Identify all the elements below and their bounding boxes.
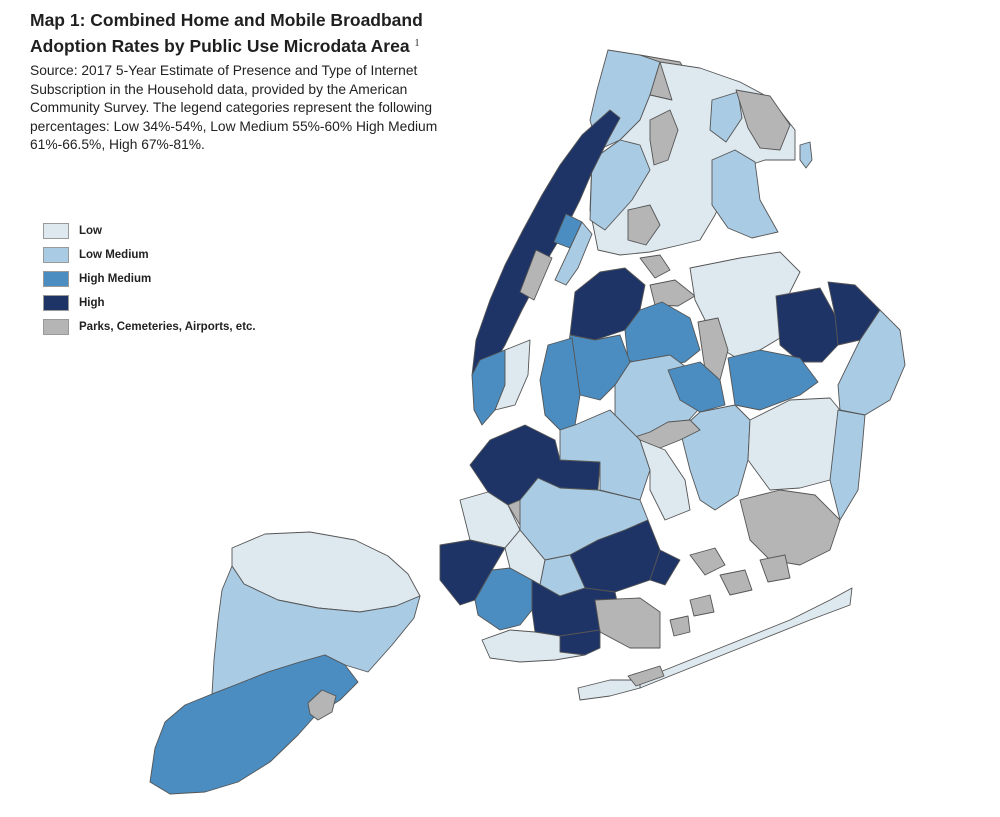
legend-label-high: High: [79, 297, 105, 309]
jamaica-bay-island-4: [689, 594, 715, 617]
brooklyn-brighton-high: [559, 629, 601, 656]
manhattan-central-park: [519, 249, 553, 301]
legend-swatch-high-medium: [43, 271, 69, 287]
jamaica-bay-island-1: [689, 547, 726, 576]
queens-rikers-park: [639, 254, 671, 279]
brooklyn-marine-park: [594, 597, 661, 649]
queens-east-low-medium: [837, 309, 906, 416]
manhattan-east-low-medium: [554, 221, 593, 286]
bronx-city-island-low-medium: [799, 141, 813, 169]
bronx-wakefield-low-medium: [709, 91, 743, 143]
brooklyn-bushwick-low-medium: [559, 409, 651, 501]
queens-laguardia-park: [649, 279, 696, 307]
staten-island-mid-low-medium: [211, 565, 421, 695]
manhattan-lower-east-low: [494, 339, 531, 411]
queens-fresh-meadows-high-medium: [727, 349, 819, 411]
jamaica-bay-island-5: [669, 615, 691, 637]
bronx-woodlawn-park: [649, 109, 679, 166]
jamaica-bay-island-2: [719, 569, 753, 596]
legend-label-low: Low: [79, 225, 102, 237]
legend-swatch-parks: [43, 319, 69, 335]
queens-jamaica-low: [747, 397, 841, 491]
queens-rockaway-low: [639, 587, 853, 689]
bronx-hunts-point-park: [627, 204, 661, 246]
legend-swatch-low-medium: [43, 247, 69, 263]
legend-item-parks: Parks, Cemeteries, Airports, etc.: [43, 315, 256, 339]
map-legend: Low Low Medium High Medium High Parks, C…: [43, 219, 256, 339]
footnote-marker: 1: [414, 38, 420, 49]
legend-label-low-medium: Low Medium: [79, 249, 149, 261]
staten-island-south-high-medium: [149, 654, 359, 795]
bronx-kingsbridge-low-medium: [589, 139, 651, 231]
legend-label-parks: Parks, Cemeteries, Airports, etc.: [79, 321, 256, 333]
legend-item-low-medium: Low Medium: [43, 243, 256, 267]
legend-swatch-high: [43, 295, 69, 311]
staten-island-park: [307, 689, 337, 721]
legend-label-high-medium: High Medium: [79, 273, 152, 285]
brooklyn-cypress-low: [639, 439, 691, 521]
bronx-pelham-park: [735, 89, 791, 151]
source-note: Source: 2017 5-Year Estimate of Presence…: [30, 63, 438, 152]
queens-queens-village-low-medium: [829, 409, 866, 521]
legend-item-high-medium: High Medium: [43, 267, 256, 291]
bronx-east-low-medium: [711, 149, 779, 239]
queens-forest-hills-high-medium: [667, 361, 726, 413]
legend-swatch-low: [43, 223, 69, 239]
legend-item-low: Low: [43, 219, 256, 243]
queens-rockaway-park: [627, 665, 665, 687]
queens-bayside-high: [775, 287, 839, 363]
legend-item-high: High: [43, 291, 256, 315]
map-title: Map 1: Combined Home and Mobile Broadban…: [30, 8, 450, 58]
map-title-text: Map 1: Combined Home and Mobile Broadban…: [30, 10, 423, 56]
queens-rockaway-west-low: [577, 679, 641, 701]
queens-jfk-airport-park: [739, 489, 841, 566]
brooklyn-canarsie-high: [649, 549, 681, 586]
brooklyn-greenpoint-high-medium: [539, 337, 581, 431]
jamaica-bay-island-3: [759, 554, 791, 583]
